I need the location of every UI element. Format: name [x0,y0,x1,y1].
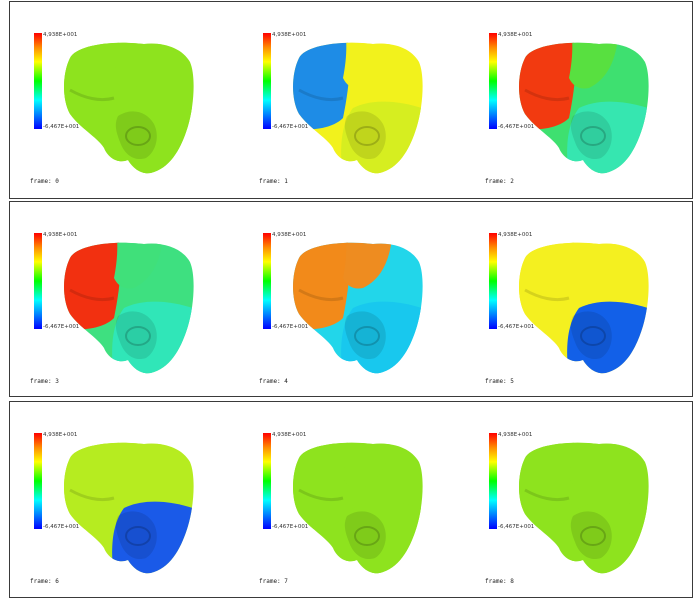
heart-mesh-image [519,42,649,174]
heart-left-region [64,42,121,130]
colorbar [34,33,42,129]
colorbar-max-label: 4,938E+001 [498,432,533,438]
heart-valve-shading [570,111,612,160]
heart-valve-shading [344,311,386,360]
heart-left-region [293,442,350,530]
heart-left-region [519,242,576,330]
colorbar-min-label: -6,467E+001 [272,324,309,330]
heart-ridge-shading [69,88,115,102]
colorbar [263,33,271,129]
heart-valve-shading [570,511,612,560]
colorbar-min-label: -6,467E+001 [272,524,309,530]
heart-valve-ring [125,326,151,346]
heart-ridge-shading [69,288,115,302]
heart-valve-shading [344,511,386,560]
heart-valve-shading [115,511,157,560]
heart-ridge-shading [298,288,344,302]
colorbar [34,433,42,529]
frame-cell: 4,938E+001 -6,467E+001 frame: 3 [10,202,236,396]
colorbar-max-label: 4,938E+001 [272,232,307,238]
heart-ridge-shading [524,488,570,502]
colorbar-max-label: 4,938E+001 [43,432,78,438]
heart-valve-ring [354,126,380,146]
colorbar-max-label: 4,938E+001 [498,232,533,238]
colorbar-min-label: -6,467E+001 [498,124,535,130]
frame-cell: 4,938E+001 -6,467E+001 frame: 4 [239,202,465,396]
heart-ridge-shading [524,288,570,302]
heart-valve-ring [580,326,606,346]
frame-cell: 4,938E+001 -6,467E+001 frame: 7 [239,402,465,597]
frame-label: frame: 2 [485,178,514,185]
heart-mesh-image [519,242,649,374]
colorbar-min-label: -6,467E+001 [498,524,535,530]
heart-left-region [519,442,576,530]
heart-left-region [293,242,350,330]
heart-valve-shading [570,311,612,360]
heart-left-region [519,42,576,130]
frame-label: frame: 8 [485,578,514,585]
heart-valve-shading [344,111,386,160]
colorbar [489,233,497,329]
frame-cell: 4,938E+001 -6,467E+001 frame: 0 [10,2,236,198]
heart-valve-ring [125,526,151,546]
colorbar [34,233,42,329]
heart-valve-ring [580,526,606,546]
colorbar-min-label: -6,467E+001 [43,124,80,130]
heart-mesh-image [64,242,194,374]
heart-mesh-image [64,42,194,174]
frame-cell: 4,938E+001 -6,467E+001 frame: 1 [239,2,465,198]
heart-ridge-shading [298,488,344,502]
colorbar-min-label: -6,467E+001 [43,324,80,330]
frame-row-1: 4,938E+001 -6,467E+001 frame: 3 4,938E+001 -… [9,201,693,397]
frame-label: frame: 6 [30,578,59,585]
frame-label: frame: 7 [259,578,288,585]
colorbar-max-label: 4,938E+001 [272,32,307,38]
frame-row-2: 4,938E+001 -6,467E+001 frame: 6 4,938E+001 -… [9,401,693,598]
frame-label: frame: 1 [259,178,288,185]
heart-mesh-image [64,442,194,574]
frame-cell: 4,938E+001 -6,467E+001 frame: 8 [465,402,691,597]
frame-label: frame: 3 [30,378,59,385]
colorbar-min-label: -6,467E+001 [43,524,80,530]
frame-label: frame: 5 [485,378,514,385]
heart-ridge-shading [524,88,570,102]
heart-valve-ring [125,126,151,146]
heart-mesh-image [293,442,423,574]
colorbar-min-label: -6,467E+001 [498,324,535,330]
frame-cell: 4,938E+001 -6,467E+001 frame: 5 [465,202,691,396]
heart-left-region [64,442,121,530]
colorbar-max-label: 4,938E+001 [43,32,78,38]
colorbar-max-label: 4,938E+001 [272,432,307,438]
colorbar [263,233,271,329]
colorbar [263,433,271,529]
heart-ridge-shading [298,88,344,102]
colorbar [489,433,497,529]
heart-valve-ring [354,326,380,346]
frame-cell: 4,938E+001 -6,467E+001 frame: 2 [465,2,691,198]
heart-valve-ring [354,526,380,546]
frame-cell: 4,938E+001 -6,467E+001 frame: 6 [10,402,236,597]
frame-label: frame: 0 [30,178,59,185]
colorbar-max-label: 4,938E+001 [43,232,78,238]
frame-row-0: 4,938E+001 -6,467E+001 frame: 0 4,938E+001 -… [9,1,693,199]
heart-left-region [64,242,121,330]
heart-mesh-image [519,442,649,574]
frame-label: frame: 4 [259,378,288,385]
heart-mesh-image [293,42,423,174]
heart-ridge-shading [69,488,115,502]
colorbar-max-label: 4,938E+001 [498,32,533,38]
heart-valve-shading [115,111,157,160]
heart-left-region [293,42,350,130]
heart-valve-ring [580,126,606,146]
colorbar [489,33,497,129]
heart-mesh-image [293,242,423,374]
colorbar-min-label: -6,467E+001 [272,124,309,130]
heart-valve-shading [115,311,157,360]
